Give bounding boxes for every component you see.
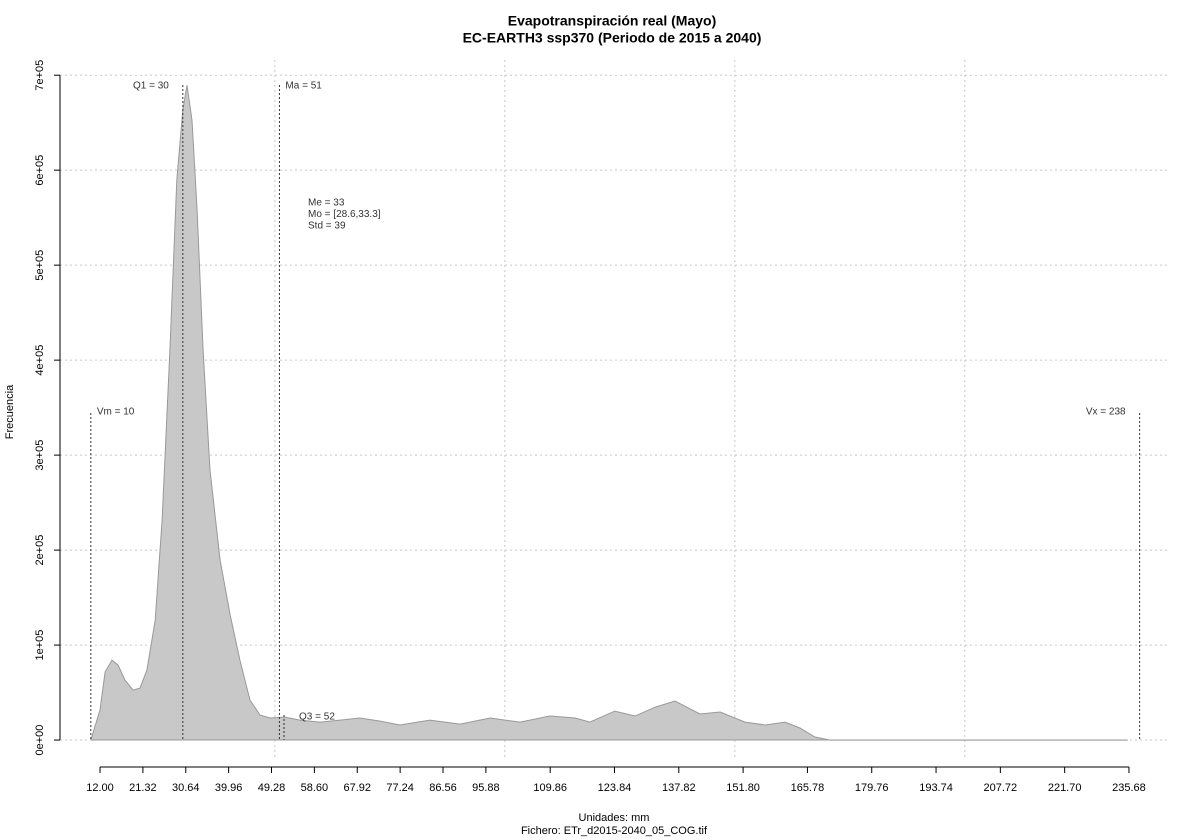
y-tick-label: 4e+05 xyxy=(34,345,46,376)
stat-label: Me = 33 xyxy=(308,198,345,209)
x-tick-label: 39.96 xyxy=(215,782,243,794)
x-tick-label: 67.92 xyxy=(343,782,371,794)
y-tick-label: 7e+05 xyxy=(34,60,46,91)
stat-label: Std = 39 xyxy=(308,221,346,232)
x-tick-label: 179.76 xyxy=(855,782,889,794)
x-tick-label: 207.72 xyxy=(984,782,1018,794)
x-tick-label: 95.88 xyxy=(472,782,500,794)
marker-label: Q3 = 52 xyxy=(299,712,335,723)
x-tick-label: 30.64 xyxy=(172,782,200,794)
y-tick-label: 3e+05 xyxy=(34,440,46,471)
x-axis-label: Unidades: mm xyxy=(579,812,650,824)
x-tick-label: 21.32 xyxy=(129,782,157,794)
x-tick-label: 165.78 xyxy=(791,782,825,794)
y-tick-label: 1e+05 xyxy=(34,630,46,661)
x-tick-label: 137.82 xyxy=(662,782,696,794)
x-tick-label: 193.74 xyxy=(919,782,953,794)
y-axis-label: Frecuencia xyxy=(4,384,16,439)
marker-label: Q1 = 30 xyxy=(133,81,169,92)
x-tick-label: 109.86 xyxy=(533,782,567,794)
y-tick-label: 0e+00 xyxy=(34,725,46,756)
marker-label: Vm = 10 xyxy=(97,407,135,418)
density-area xyxy=(90,85,1128,741)
x-tick-label: 221.70 xyxy=(1048,782,1082,794)
marker-label: Ma = 51 xyxy=(285,81,322,92)
x-tick-label: 77.24 xyxy=(386,782,414,794)
x-tick-label: 49.28 xyxy=(258,782,286,794)
caption: Fichero: ETr_d2015-2040_05_COG.tif xyxy=(521,825,708,837)
x-tick-label: 235.68 xyxy=(1112,782,1146,794)
x-tick-label: 58.60 xyxy=(301,782,329,794)
chart-title: Evapotranspiración real (Mayo) xyxy=(508,13,717,29)
x-tick-label: 151.80 xyxy=(726,782,760,794)
chart-subtitle: EC-EARTH3 ssp370 (Periodo de 2015 a 2040… xyxy=(463,30,762,46)
x-tick-label: 123.84 xyxy=(598,782,632,794)
stat-label: Mo = [28.6,33.3] xyxy=(308,209,381,220)
y-tick-label: 6e+05 xyxy=(34,155,46,186)
x-tick-label: 86.56 xyxy=(429,782,457,794)
marker-label: Vx = 238 xyxy=(1086,407,1126,418)
x-tick-label: 12.00 xyxy=(86,782,114,794)
y-tick-label: 5e+05 xyxy=(34,250,46,281)
y-tick-label: 2e+05 xyxy=(34,535,46,566)
